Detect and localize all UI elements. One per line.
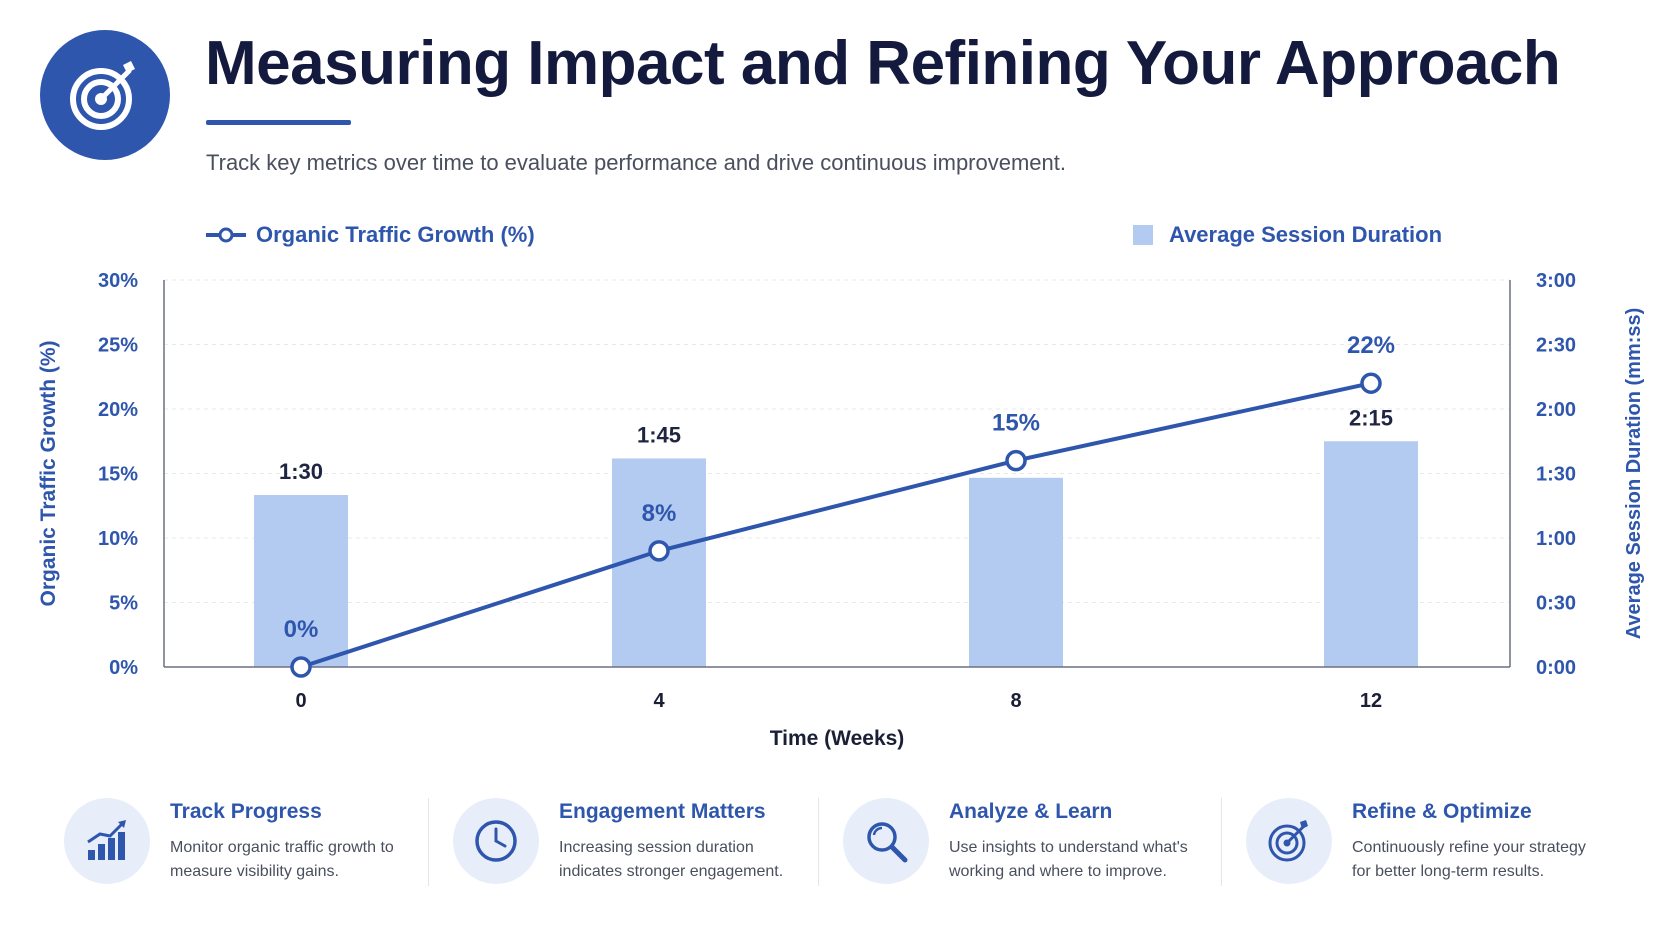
feature-title: Engagement Matters [559,800,766,823]
x-tick-label: 4 [653,690,665,712]
magnifier-icon [843,798,929,884]
legend-line-label: Organic Traffic Growth (%) [256,222,535,247]
right-tick-label: 1:30 [1536,464,1576,486]
bar-value-label: 1:45 [637,422,681,447]
line-point [1005,449,1027,472]
page-title: Measuring Impact and Refining Your Appro… [205,29,1561,98]
right-tick-label: 2:30 [1536,335,1576,357]
line-value-label: 22% [1347,332,1395,359]
right-tick-label: 0:30 [1536,593,1576,615]
line-point [290,656,312,678]
title-underline [206,120,351,125]
line-value-label: 0% [284,616,319,643]
feature-divider [428,798,429,886]
page-subtitle: Track key metrics over time to evaluate … [206,150,1066,175]
feature-title: Track Progress [170,800,322,823]
y-axis-title-left: Organic Traffic Growth (%) [37,340,60,606]
left-tick-label: 10% [98,528,138,550]
x-tick-label: 8 [1010,690,1021,712]
legend-bar-swatch [1133,225,1153,245]
bar-value-label: 1:30 [279,459,323,484]
feature-title: Refine & Optimize [1352,800,1532,823]
bar-chart-growth-icon [64,798,150,884]
feature-divider [1221,798,1222,886]
right-tick-label: 1:00 [1536,528,1576,550]
left-tick-label: 0% [109,657,138,679]
left-tick-label: 20% [98,399,138,421]
feature-desc: Increasing session duration indicates st… [559,839,784,880]
line-value-label: 15% [992,410,1040,437]
feature-title: Analyze & Learn [949,800,1113,823]
line-value-label: 8% [642,500,677,527]
combo-chart: 0% 5% 10% 15% 20% 25% 30% 0:00 0:30 1:00 1:30 2:00 2… [37,270,1645,750]
line-point [648,540,670,562]
bar [254,495,348,667]
right-tick-label: 3:00 [1536,270,1576,292]
legend-bar-entry: Average Session Duration [1133,222,1442,248]
feature-row: Track Progress Monitor organic traffic g… [0,790,1672,910]
feature-divider [818,798,819,886]
header-target-icon [40,30,170,160]
left-tick-label: 5% [109,593,138,615]
legend-bar-label: Average Session Duration [1169,222,1443,247]
x-tick-label: 12 [1360,690,1382,712]
right-tick-label: 2:00 [1536,399,1576,421]
line-series [300,381,1372,669]
legend-line-marker-icon [206,227,246,243]
feature-desc: Monitor organic traffic growth to measur… [170,839,394,880]
left-tick-label: 15% [98,464,138,486]
feature-desc: Use insights to understand what's workin… [949,839,1188,880]
y-axis-title-right: Average Session Duration (mm:ss) [1623,308,1645,640]
feature-desc: Continuously refine your strategy for be… [1352,839,1586,880]
bar-value-label: 2:15 [1349,405,1393,430]
x-tick-label: 0 [295,690,306,712]
right-tick-label: 0:00 [1536,657,1576,679]
target-icon [1246,798,1332,884]
line-point [1360,372,1382,394]
left-tick-label: 30% [98,270,138,292]
clock-icon [453,798,539,884]
bar [969,477,1063,667]
left-tick-label: 25% [98,335,138,357]
bar [1324,441,1418,667]
legend-line-entry: Organic Traffic Growth (%) [206,222,535,248]
x-axis-title: Time (Weeks) [770,727,905,750]
